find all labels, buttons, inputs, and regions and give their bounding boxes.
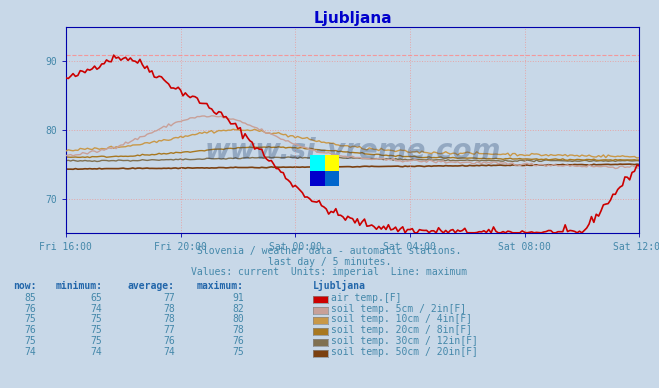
Bar bbox=[310, 155, 325, 171]
Text: 78: 78 bbox=[163, 314, 175, 324]
Bar bbox=[310, 171, 325, 186]
Text: 76: 76 bbox=[24, 303, 36, 314]
Text: 80: 80 bbox=[232, 314, 244, 324]
Text: 78: 78 bbox=[163, 303, 175, 314]
Text: 76: 76 bbox=[163, 336, 175, 346]
Text: soil temp. 20cm / 8in[F]: soil temp. 20cm / 8in[F] bbox=[331, 325, 473, 335]
Text: maximum:: maximum: bbox=[197, 281, 244, 291]
Title: Ljubljana: Ljubljana bbox=[313, 11, 392, 26]
Text: minimum:: minimum: bbox=[55, 281, 102, 291]
Text: soil temp. 10cm / 4in[F]: soil temp. 10cm / 4in[F] bbox=[331, 314, 473, 324]
Text: soil temp. 30cm / 12in[F]: soil temp. 30cm / 12in[F] bbox=[331, 336, 478, 346]
Text: 82: 82 bbox=[232, 303, 244, 314]
Bar bbox=[325, 171, 339, 186]
Text: 85: 85 bbox=[24, 293, 36, 303]
Text: 74: 74 bbox=[163, 347, 175, 357]
Text: 76: 76 bbox=[232, 336, 244, 346]
Text: 74: 74 bbox=[90, 303, 102, 314]
Text: www.si-vreme.com: www.si-vreme.com bbox=[204, 137, 501, 165]
Text: Values: current  Units: imperial  Line: maximum: Values: current Units: imperial Line: ma… bbox=[191, 267, 468, 277]
Text: 75: 75 bbox=[24, 314, 36, 324]
Text: 78: 78 bbox=[232, 325, 244, 335]
Text: air temp.[F]: air temp.[F] bbox=[331, 293, 402, 303]
Text: 75: 75 bbox=[90, 325, 102, 335]
Text: Ljubljana: Ljubljana bbox=[313, 280, 366, 291]
Bar bbox=[325, 155, 339, 171]
Text: last day / 5 minutes.: last day / 5 minutes. bbox=[268, 256, 391, 267]
Text: 74: 74 bbox=[24, 347, 36, 357]
Text: 76: 76 bbox=[24, 325, 36, 335]
Text: average:: average: bbox=[128, 281, 175, 291]
Text: 77: 77 bbox=[163, 325, 175, 335]
Text: soil temp. 5cm / 2in[F]: soil temp. 5cm / 2in[F] bbox=[331, 303, 467, 314]
Text: soil temp. 50cm / 20in[F]: soil temp. 50cm / 20in[F] bbox=[331, 347, 478, 357]
Text: 75: 75 bbox=[232, 347, 244, 357]
Text: 74: 74 bbox=[90, 347, 102, 357]
Text: 75: 75 bbox=[90, 336, 102, 346]
Text: 75: 75 bbox=[24, 336, 36, 346]
Text: now:: now: bbox=[13, 281, 36, 291]
Text: 75: 75 bbox=[90, 314, 102, 324]
Text: 65: 65 bbox=[90, 293, 102, 303]
Text: 77: 77 bbox=[163, 293, 175, 303]
Text: 91: 91 bbox=[232, 293, 244, 303]
Text: Slovenia / weather data - automatic stations.: Slovenia / weather data - automatic stat… bbox=[197, 246, 462, 256]
